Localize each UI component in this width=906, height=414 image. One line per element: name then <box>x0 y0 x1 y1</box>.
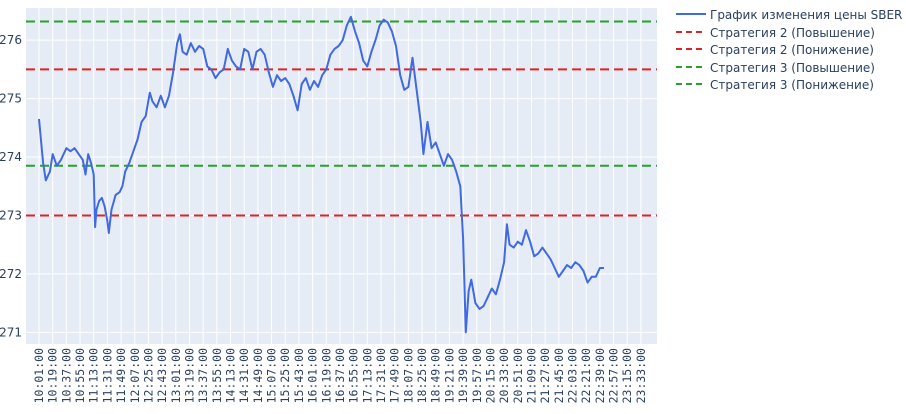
legend-swatch-strategy-3-up <box>676 65 706 68</box>
x-tick-label: 21:45:00 <box>552 348 566 403</box>
legend-label-strategy-3-up: Стратегия 3 (Повышение) <box>710 60 875 75</box>
legend-swatch-strategy-3-down <box>676 83 706 85</box>
x-tick-label: 13:37:00 <box>196 348 210 403</box>
legend-label-strategy-2-up: Стратегия 2 (Повышение) <box>710 25 875 40</box>
x-tick-label: 15:25:00 <box>278 348 292 403</box>
x-tick-label: 23:33:00 <box>634 348 648 403</box>
x-tick-label: 17:49:00 <box>388 348 402 403</box>
x-tick-label: 17:31:00 <box>374 348 388 403</box>
x-tick-label: 18:49:00 <box>429 348 443 403</box>
x-tick-label: 22:21:00 <box>579 348 593 403</box>
legend-label-strategy-2-down: Стратегия 2 (Понижение) <box>710 43 874 57</box>
x-tick-label: 10:37:00 <box>59 348 73 403</box>
x-tick-label: 20:33:00 <box>497 348 511 403</box>
x-tick-label: 14:13:00 <box>224 348 238 403</box>
x-tick-label: 16:01:00 <box>306 348 320 403</box>
x-tick-label: 16:37:00 <box>333 348 347 403</box>
x-tick-label: 21:27:00 <box>538 348 552 403</box>
x-tick-label: 12:07:00 <box>128 348 142 403</box>
x-tick-label: 15:43:00 <box>292 348 306 403</box>
y-tick-label: 275 <box>0 92 22 106</box>
legend-swatch-strategy-2-down <box>676 48 706 50</box>
x-tick-label: 11:31:00 <box>100 348 114 403</box>
x-tick-label: 11:49:00 <box>114 348 128 403</box>
y-tick-label: 274 <box>0 150 22 164</box>
x-tick-label: 21:09:00 <box>524 348 538 403</box>
x-axis-ticks: 10:01:00 10:19:00 10:37:00 10:55:00 11:13:00… <box>32 348 648 403</box>
x-tick-label: 14:31:00 <box>237 348 251 403</box>
x-tick-label: 16:19:00 <box>319 348 333 403</box>
strategy-lines <box>26 20 657 217</box>
plot-background <box>26 8 657 344</box>
x-tick-label: 12:25:00 <box>141 348 155 403</box>
x-tick-label: 22:03:00 <box>566 348 580 403</box>
x-tick-label: 16:55:00 <box>347 348 361 403</box>
x-tick-label: 22:39:00 <box>593 348 607 403</box>
x-tick-label: 23:15:00 <box>620 348 634 403</box>
y-tick-label: 276 <box>0 33 22 47</box>
y-tick-label: 272 <box>0 267 22 281</box>
x-tick-label: 11:13:00 <box>87 348 101 403</box>
x-tick-label: 18:07:00 <box>401 348 415 403</box>
x-tick-label: 17:13:00 <box>360 348 374 403</box>
x-tick-label: 10:01:00 <box>32 348 46 403</box>
x-tick-label: 19:39:00 <box>456 348 470 403</box>
legend-label-sber: График изменения цены SBER <box>710 8 903 22</box>
y-tick-label: 271 <box>0 325 22 339</box>
legend-label-strategy-3-down: Стратегия 3 (Понижение) <box>710 78 874 92</box>
x-tick-label: 13:55:00 <box>210 348 224 403</box>
x-tick-label: 14:49:00 <box>251 348 265 403</box>
legend-swatch-sber <box>676 13 706 15</box>
x-tick-label: 20:15:00 <box>483 348 497 403</box>
y-axis-ticks: 271 272 273 274 275 276 <box>0 33 22 339</box>
x-tick-label: 20:51:00 <box>511 348 525 403</box>
x-tick-label: 10:19:00 <box>46 348 60 403</box>
x-tick-label: 12:43:00 <box>155 348 169 403</box>
legend-swatch-strategy-2-up <box>676 30 706 33</box>
x-tick-label: 13:19:00 <box>182 348 196 403</box>
x-tick-label: 19:57:00 <box>470 348 484 403</box>
x-tick-label: 15:07:00 <box>265 348 279 403</box>
x-tick-label: 19:21:00 <box>442 348 456 403</box>
x-tick-label: 13:01:00 <box>169 348 183 403</box>
x-tick-label: 22:57:00 <box>607 348 621 403</box>
x-tick-label: 18:25:00 <box>415 348 429 403</box>
series-line-sber <box>38 15 604 334</box>
y-tick-label: 273 <box>0 208 22 222</box>
x-tick-label: 10:55:00 <box>73 348 87 403</box>
